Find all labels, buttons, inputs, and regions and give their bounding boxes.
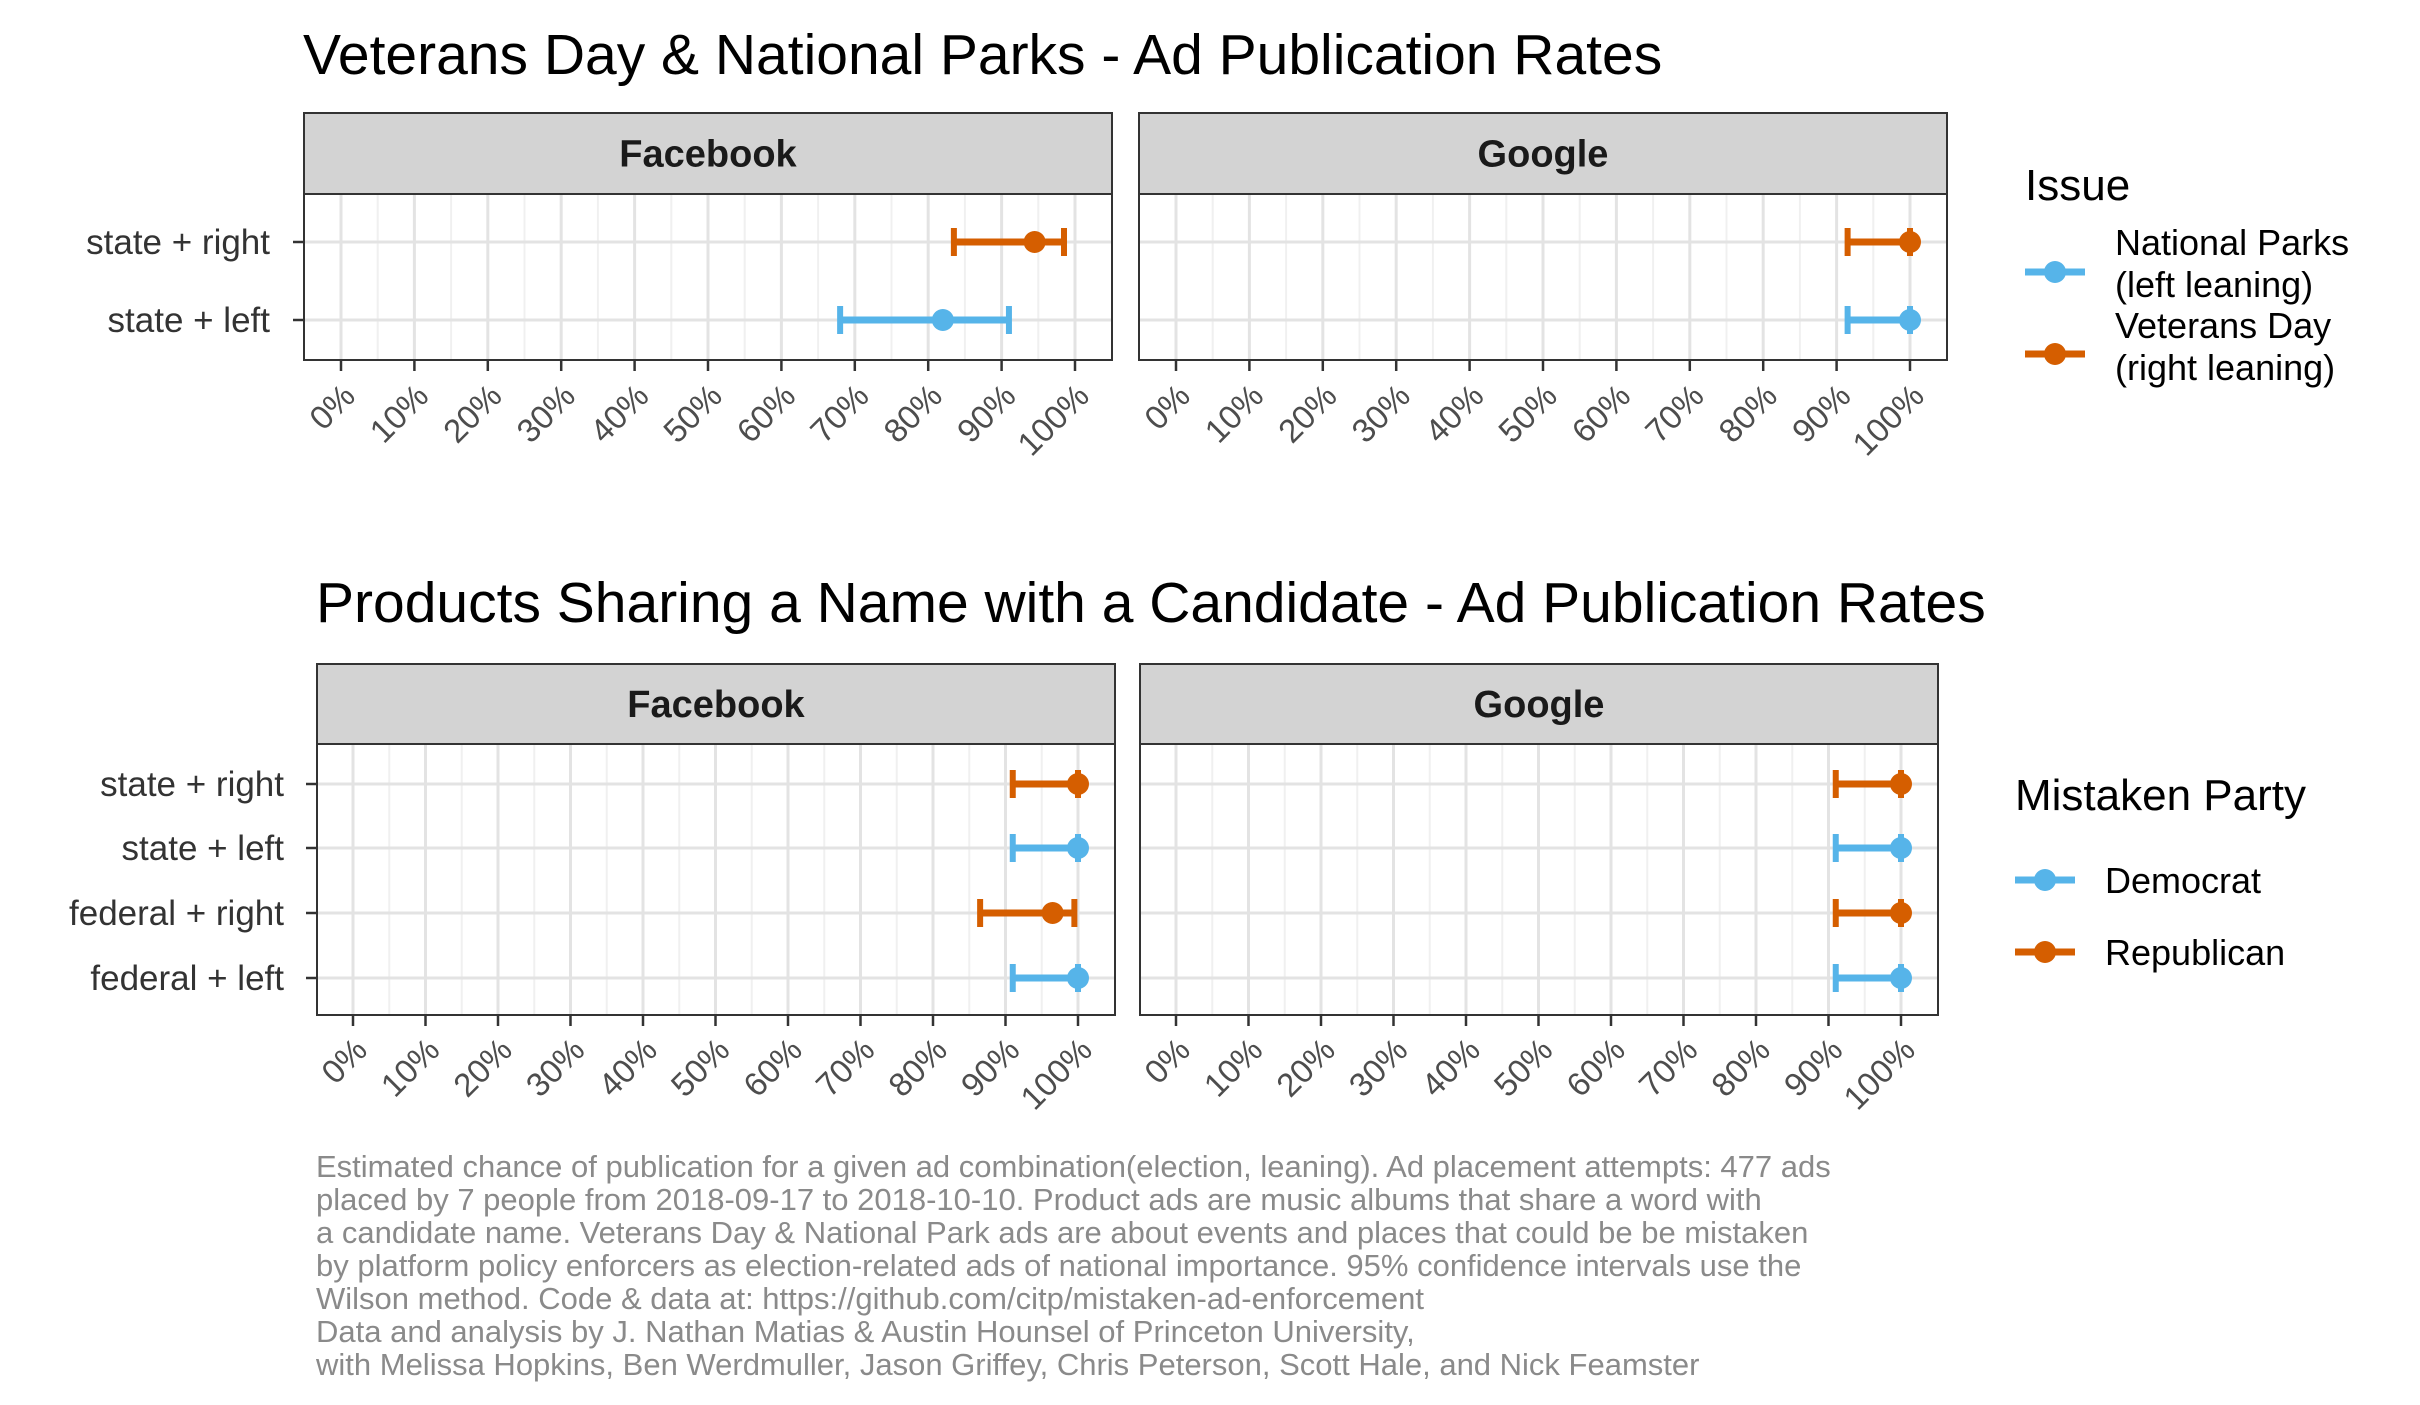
x-tick-label: 100% — [1845, 377, 1931, 463]
point-estimate — [1899, 309, 1921, 331]
caption-line: with Melissa Hopkins, Ben Werdmuller, Ja… — [316, 1347, 1700, 1382]
x-tick-label: 70% — [1632, 1031, 1705, 1104]
legend-label: Republican — [2105, 932, 2285, 973]
x-tick-label: 50% — [656, 377, 729, 450]
legend-label: Democrat — [2105, 860, 2261, 901]
y-category-label: federal + right — [69, 894, 284, 933]
x-tick-label: 100% — [1836, 1031, 1922, 1117]
x-tick-label: 20% — [436, 377, 509, 450]
point-estimate — [931, 309, 954, 331]
point-estimate — [1067, 837, 1089, 859]
facet-label: Google — [1478, 134, 1609, 176]
x-tick-label: 60% — [729, 377, 802, 450]
x-tick-label: 30% — [1342, 1031, 1415, 1104]
x-tick-label: 80% — [876, 377, 949, 450]
x-tick-label: 50% — [1491, 377, 1564, 450]
legend-key-point — [2044, 343, 2066, 365]
x-tick-label: 70% — [803, 377, 876, 450]
x-tick-label: 80% — [1711, 377, 1784, 450]
x-tick-label: 50% — [1487, 1031, 1560, 1104]
x-tick-label: 40% — [1414, 1031, 1487, 1104]
point-estimate — [1890, 902, 1912, 924]
facet-label: Google — [1474, 684, 1605, 726]
point-estimate — [1023, 231, 1046, 253]
x-tick-label: 30% — [1344, 377, 1417, 450]
x-tick-label: 10% — [362, 377, 435, 450]
figure-caption: Estimated chance of publication for a gi… — [316, 1150, 2366, 1381]
x-tick-label: 20% — [1269, 1031, 1342, 1104]
point-estimate — [1067, 773, 1089, 795]
legend-label: National Parks — [2115, 222, 2349, 263]
x-tick-label: 0% — [314, 1031, 374, 1091]
point-estimate — [1890, 967, 1912, 989]
x-tick-label: 60% — [1564, 377, 1637, 450]
chart-2: Products Sharing a Name with a Candidate… — [69, 571, 2306, 1117]
caption-line: Data and analysis by J. Nathan Matias & … — [316, 1314, 1415, 1349]
point-estimate — [1041, 902, 1064, 924]
point-estimate — [1890, 773, 1912, 795]
legend-label: (right leaning) — [2115, 347, 2335, 388]
x-tick-label: 40% — [591, 1031, 664, 1104]
y-category-label: state + left — [122, 829, 285, 868]
x-tick-label: 80% — [881, 1031, 954, 1104]
legend-key-point — [2034, 869, 2056, 891]
caption-line: by platform policy enforcers as election… — [316, 1248, 1802, 1283]
y-category-label: federal + left — [90, 959, 284, 998]
x-tick-label: 80% — [1704, 1031, 1777, 1104]
caption-line: placed by 7 people from 2018-09-17 to 20… — [316, 1182, 1762, 1217]
point-estimate — [1899, 231, 1921, 253]
y-category-label: state + left — [108, 301, 271, 340]
legend-title: Issue — [2025, 161, 2130, 210]
x-tick-label: 10% — [1197, 1031, 1270, 1104]
chart-1: Veterans Day & National Parks - Ad Publi… — [86, 23, 2349, 463]
x-tick-label: 100% — [1013, 1031, 1099, 1117]
y-category-label: state + right — [100, 765, 284, 804]
legend-label: (left leaning) — [2115, 264, 2313, 305]
legend-key-point — [2044, 261, 2066, 283]
x-tick-label: 0% — [302, 377, 362, 437]
facet-strip — [1139, 663, 1939, 745]
x-tick-label: 40% — [583, 377, 656, 450]
caption-line: Estimated chance of publication for a gi… — [316, 1149, 1831, 1184]
x-tick-label: 70% — [1638, 377, 1711, 450]
x-tick-label: 100% — [1010, 377, 1096, 463]
point-estimate — [1067, 967, 1089, 989]
legend-label: Veterans Day — [2115, 305, 2331, 346]
caption-line: Wilson method. Code & data at: https://g… — [316, 1281, 1424, 1316]
x-tick-label: 50% — [664, 1031, 737, 1104]
y-category-label: state + right — [86, 223, 270, 262]
chart-title: Veterans Day & National Parks - Ad Publi… — [303, 23, 1662, 87]
x-tick-label: 60% — [736, 1031, 809, 1104]
legend-title: Mistaken Party — [2015, 771, 2306, 820]
chart-title: Products Sharing a Name with a Candidate… — [316, 571, 1986, 635]
facet-strip — [316, 663, 1116, 745]
x-tick-label: 20% — [446, 1031, 519, 1104]
legend: Issue National Parks(left leaning)Veteran… — [2025, 161, 2349, 388]
x-tick-label: 40% — [1418, 377, 1491, 450]
facet-label: Facebook — [619, 134, 797, 176]
x-tick-label: 0% — [1137, 1031, 1197, 1091]
x-tick-label: 30% — [509, 377, 582, 450]
x-tick-label: 0% — [1137, 377, 1197, 437]
x-tick-label: 10% — [374, 1031, 447, 1104]
x-tick-label: 10% — [1197, 377, 1270, 450]
x-tick-label: 60% — [1559, 1031, 1632, 1104]
point-estimate — [1890, 837, 1912, 859]
legend-key-point — [2034, 941, 2056, 963]
legend: Mistaken Party Democrat Republican — [2015, 771, 2306, 973]
caption-line: a candidate name. Veterans Day & Nationa… — [316, 1215, 1809, 1250]
facet-strip — [303, 112, 1113, 195]
x-tick-label: 20% — [1271, 377, 1344, 450]
x-tick-label: 70% — [809, 1031, 882, 1104]
x-tick-label: 30% — [519, 1031, 592, 1104]
facet-label: Facebook — [627, 684, 805, 726]
